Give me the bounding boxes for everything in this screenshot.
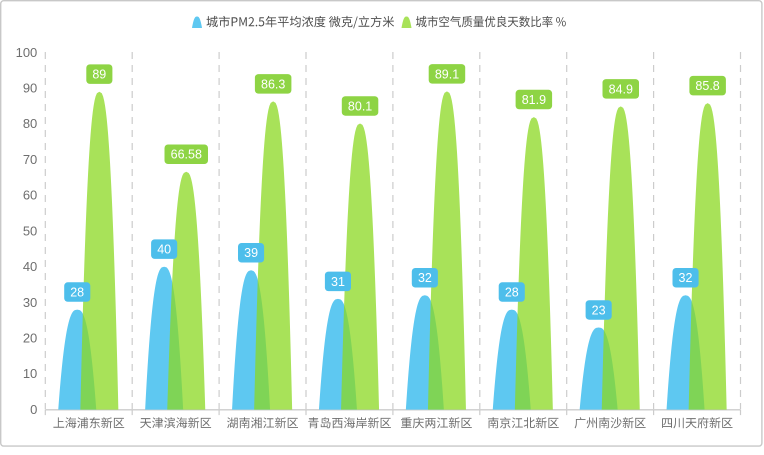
svg-text:10: 10 [23, 366, 37, 381]
svg-text:84.9: 84.9 [609, 82, 633, 96]
svg-text:39: 39 [244, 246, 258, 260]
svg-text:0: 0 [30, 402, 37, 417]
svg-text:66.58: 66.58 [171, 148, 202, 162]
svg-text:28: 28 [70, 286, 84, 300]
svg-text:40: 40 [157, 243, 171, 257]
svg-text:81.9: 81.9 [522, 93, 546, 107]
svg-text:31: 31 [331, 275, 345, 289]
svg-text:60: 60 [23, 188, 37, 203]
svg-text:32: 32 [418, 271, 432, 285]
svg-text:23: 23 [592, 303, 606, 317]
svg-text:89.1: 89.1 [435, 67, 459, 81]
svg-text:70: 70 [23, 152, 37, 167]
svg-text:30: 30 [23, 295, 37, 310]
svg-text:20: 20 [23, 331, 37, 346]
svg-text:50: 50 [23, 223, 37, 238]
svg-text:32: 32 [679, 271, 693, 285]
svg-text:89: 89 [92, 68, 106, 82]
svg-text:90: 90 [23, 81, 37, 96]
svg-text:86.3: 86.3 [261, 77, 285, 91]
svg-text:40: 40 [23, 259, 37, 274]
svg-text:100: 100 [16, 45, 38, 60]
svg-text:85.8: 85.8 [695, 79, 719, 93]
svg-text:28: 28 [505, 286, 519, 300]
svg-text:80: 80 [23, 116, 37, 131]
svg-text:80.1: 80.1 [348, 99, 372, 113]
